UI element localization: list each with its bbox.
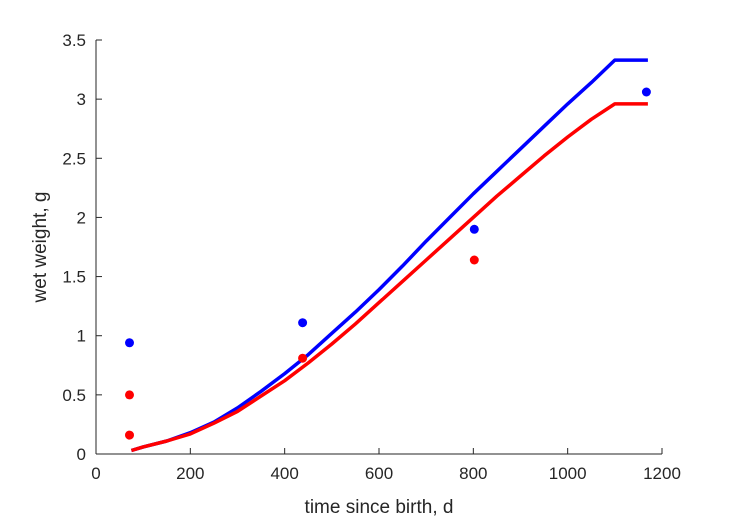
axes: 0 200 400 600 800 1000 1200 0 0.5 1 1.5 2 2.5 3 3.5 <box>62 31 681 483</box>
series-line-1 <box>130 102 648 453</box>
y-tick-label: 0.5 <box>62 386 86 405</box>
x-tick-label: 0 <box>91 464 100 483</box>
x-tick-label: 800 <box>459 464 487 483</box>
x-tick-label: 200 <box>176 464 204 483</box>
data-point <box>125 338 134 348</box>
plot-area <box>125 58 651 453</box>
data-point <box>469 255 479 265</box>
x-tick-label: 400 <box>270 464 298 483</box>
x-tick-label: 600 <box>365 464 393 483</box>
x-tick-label: 1200 <box>643 464 681 483</box>
x-axis-label: time since birth, d <box>305 497 454 518</box>
series-line-0 <box>130 58 648 453</box>
y-axis-label: wet weight, g <box>30 192 51 304</box>
y-tick-label: 2 <box>77 208 86 227</box>
data-point <box>125 390 134 400</box>
y-tick-label: 2.5 <box>62 149 86 168</box>
series-layer <box>125 58 651 453</box>
x-tick-label: 1000 <box>549 464 587 483</box>
y-tick-label: 3.5 <box>62 31 86 50</box>
y-tick-label: 0 <box>77 445 86 464</box>
y-tick-label: 1.5 <box>62 268 86 287</box>
data-point <box>298 318 308 328</box>
data-point <box>298 353 308 363</box>
y-tick-label: 1 <box>77 327 86 346</box>
data-point <box>125 430 134 440</box>
data-point <box>469 224 479 234</box>
data-point <box>641 87 651 97</box>
y-tick-label: 3 <box>77 90 86 109</box>
